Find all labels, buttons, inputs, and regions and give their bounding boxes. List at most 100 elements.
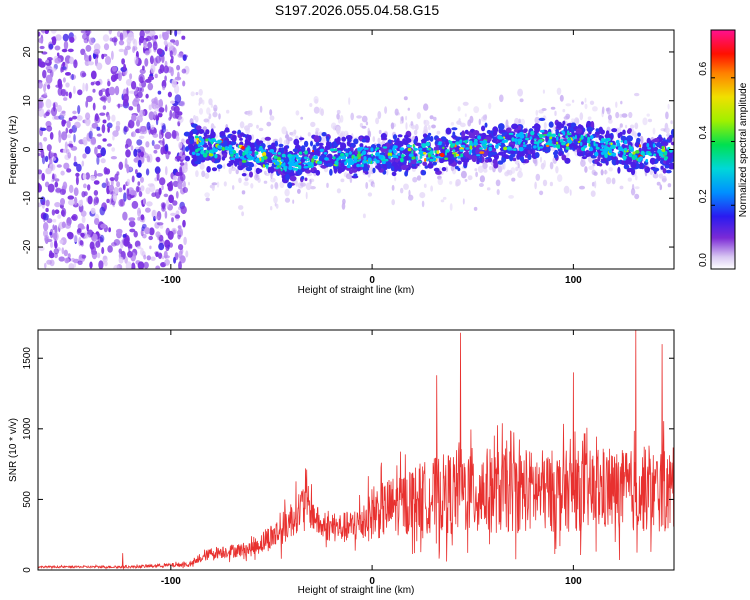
halo-blob [534,181,537,190]
halo-blob [639,135,644,144]
halo-blob [195,170,199,178]
halo-blob [517,163,520,169]
noise-blob [46,259,52,265]
snr-frame [37,329,675,571]
core-blob [338,156,342,160]
noise-blob [162,137,165,148]
noise-blob [101,182,107,189]
noise-blob [49,151,54,159]
signal-blob [238,160,242,166]
halo-blob [208,98,213,106]
noise-blob [147,41,153,49]
noise-blob [172,175,177,181]
noise-blob [114,187,119,195]
noise-blob [113,239,121,246]
noise-blob [83,183,87,189]
halo-blob [213,104,218,112]
signal-blob [187,143,194,151]
core-blob [604,153,608,159]
halo-blob [423,183,427,188]
noise-blob [42,69,47,79]
halo-blob [565,103,572,107]
core-blob [442,146,445,150]
noise-blob [149,55,154,65]
halo-blob [278,137,283,145]
noise-blob [95,240,101,248]
halo-blob [590,190,596,197]
core-blob [439,141,443,144]
core-blob [479,151,485,154]
signal-blob [471,155,477,163]
halo-blob [427,124,431,131]
noise-blob [100,147,106,157]
noise-blob [174,30,178,37]
core-blob [297,159,301,164]
noise-blob [136,103,141,113]
noise-blob [178,244,184,251]
noise-blob [126,178,131,186]
signal-blob [318,142,324,147]
core-blob [534,141,540,145]
noise-blob [55,34,62,41]
core-blob [511,137,515,142]
core-blob [639,144,642,148]
core-blob [416,161,419,164]
signal-blob [298,137,305,141]
signal-blob [646,137,651,144]
noise-blob [68,184,74,194]
noise-blob [175,155,182,160]
noise-blob [45,74,53,84]
signal-blob [183,131,191,137]
halo-blob [281,126,287,135]
halo-blob [505,119,509,128]
halo-blob [384,106,388,114]
halo-blob [270,206,273,211]
signal-blob [269,166,275,174]
signal-blob [189,137,195,145]
colorbar-tick-label: 0.2 [698,189,709,203]
core-blob [317,160,323,165]
noise-blob [67,48,74,53]
halo-blob [518,167,522,172]
noise-blob [159,224,164,229]
signal-blob [499,151,504,156]
core-blob [558,133,561,137]
noise-blob [139,109,146,117]
noise-blob [87,195,93,205]
core-blob [351,155,354,159]
noise-blob [145,93,149,99]
noise-blob [44,234,50,243]
core-blob [529,136,533,140]
core-blob [530,130,535,136]
noise-blob [38,31,41,37]
noise-blob [38,152,41,157]
noise-blob [108,30,112,35]
halo-blob [292,199,295,204]
core-blob [640,150,645,156]
noise-blob [113,264,120,269]
signal-blob [223,140,228,147]
core-blob [508,132,514,135]
noise-blob [62,77,66,83]
core-blob [548,143,554,147]
halo-blob [394,108,399,116]
halo-blob [297,188,301,194]
signal-blob [538,117,546,121]
halo-blob [203,118,209,123]
halo-blob [365,121,369,126]
noise-blob [67,134,71,139]
halo-blob [579,112,584,121]
halo-blob [318,131,323,137]
core-blob [199,136,202,141]
signal-blob [289,175,297,182]
core-blob [408,153,414,157]
core-blob [647,151,651,154]
core-blob [254,157,260,163]
noise-blob [155,231,161,238]
signal-blob [626,135,633,142]
halo-blob [495,179,501,187]
signal-blob [324,145,331,150]
noise-blob [145,168,150,176]
noise-blob [60,170,65,176]
noise-blob [73,133,76,143]
